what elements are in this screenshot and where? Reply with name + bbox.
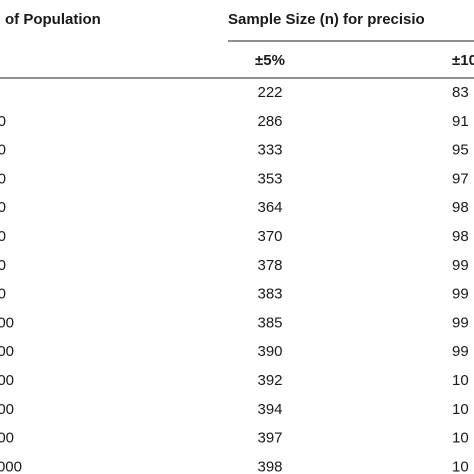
sample-size-10-cell: 10 bbox=[452, 458, 469, 474]
sample-size-5-cell: 398 bbox=[257, 458, 282, 474]
population-cell: 0 bbox=[0, 113, 6, 130]
population-cell: 0 bbox=[0, 142, 6, 159]
sample-size-10-cell: 98 bbox=[452, 199, 469, 216]
sample-size-5-cell: 397 bbox=[257, 430, 282, 447]
header-col1: ±5% bbox=[255, 52, 285, 69]
population-cell: 0 bbox=[0, 199, 6, 216]
sample-size-10-cell: 83 bbox=[452, 84, 469, 101]
sample-size-5-cell: 378 bbox=[257, 257, 282, 274]
sample-size-10-cell: 99 bbox=[452, 343, 469, 360]
header-group: Sample Size (n) for precisio bbox=[228, 11, 425, 28]
population-cell: 000 bbox=[0, 458, 22, 474]
sample-size-5-cell: 390 bbox=[257, 343, 282, 360]
sample-size-5-cell: 383 bbox=[257, 286, 282, 303]
sample-size-10-cell: 91 bbox=[452, 113, 469, 130]
header-col2: ±10 bbox=[452, 52, 474, 69]
population-cell: 00 bbox=[0, 430, 14, 447]
sample-size-10-cell: 95 bbox=[452, 142, 469, 159]
sample-size-5-cell: 385 bbox=[257, 314, 282, 331]
population-cell: 00 bbox=[0, 314, 14, 331]
sample-size-10-cell: 10 bbox=[452, 372, 469, 389]
population-cell: 0 bbox=[0, 286, 6, 303]
sample-size-10-cell: 99 bbox=[452, 257, 469, 274]
sample-size-5-cell: 370 bbox=[257, 228, 282, 245]
sample-size-10-cell: 10 bbox=[452, 401, 469, 418]
sample-size-10-cell: 98 bbox=[452, 228, 469, 245]
sample-size-5-cell: 394 bbox=[257, 401, 282, 418]
sample-size-10-cell: 99 bbox=[452, 314, 469, 331]
population-cell: 00 bbox=[0, 343, 14, 360]
header-left: of Population bbox=[5, 11, 101, 28]
sample-size-10-cell: 99 bbox=[452, 286, 469, 303]
population-cell: 0 bbox=[0, 170, 6, 187]
sample-size-10-cell: 97 bbox=[452, 170, 469, 187]
sample-size-5-cell: 286 bbox=[257, 113, 282, 130]
population-cell: 00 bbox=[0, 401, 14, 418]
sample-size-5-cell: 222 bbox=[257, 84, 282, 101]
sample-size-5-cell: 353 bbox=[257, 170, 282, 187]
population-cell: 00 bbox=[0, 372, 14, 389]
population-cell: 0 bbox=[0, 257, 6, 274]
population-cell: 0 bbox=[0, 228, 6, 245]
sample-size-10-cell: 10 bbox=[452, 430, 469, 447]
sample-size-5-cell: 392 bbox=[257, 372, 282, 389]
sample-size-5-cell: 364 bbox=[257, 199, 282, 216]
sample-size-5-cell: 333 bbox=[257, 142, 282, 159]
